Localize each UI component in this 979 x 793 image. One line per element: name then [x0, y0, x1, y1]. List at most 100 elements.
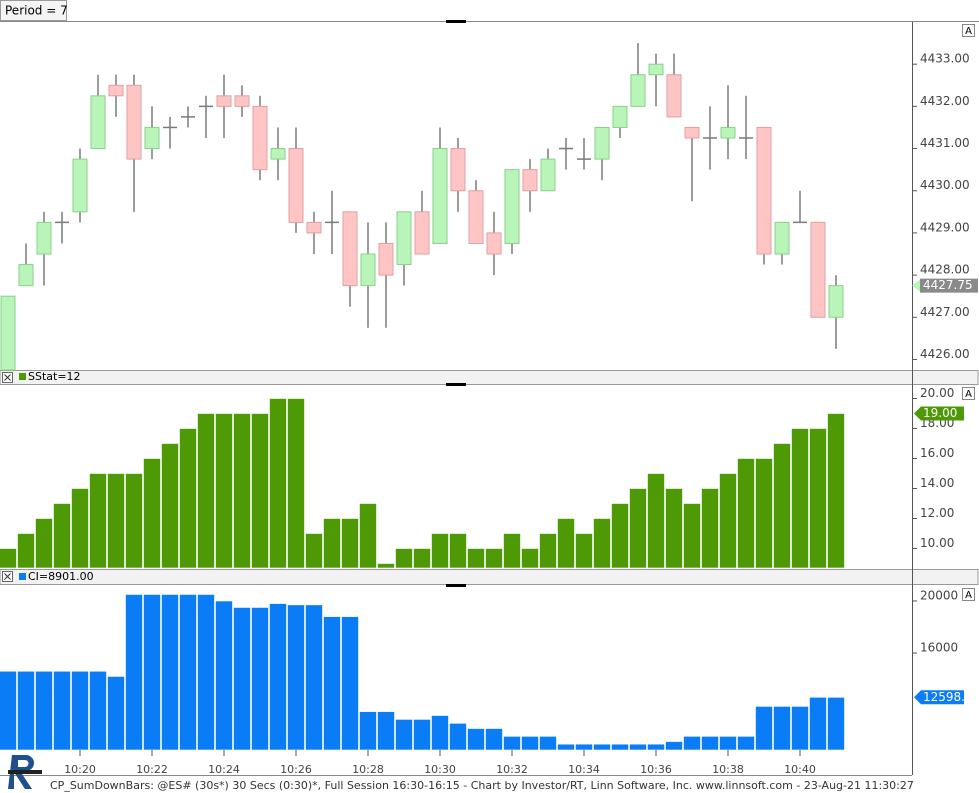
bar [269, 398, 287, 569]
period-label[interactable]: Period = 7 [5, 4, 68, 18]
y-tick-label: 10.00 [920, 536, 954, 550]
candle-body [666, 74, 682, 118]
bar [0, 548, 17, 569]
pane-header [0, 370, 979, 386]
candle-body [468, 190, 484, 244]
bar [35, 670, 53, 751]
bar [305, 533, 323, 569]
bar [503, 736, 521, 751]
bar [125, 473, 143, 569]
bar [791, 428, 809, 569]
x-tick-label: 10:34 [568, 763, 600, 776]
bar [233, 413, 251, 569]
bar [395, 548, 413, 569]
candle-body [774, 221, 790, 255]
bar [413, 719, 431, 751]
period-button[interactable] [0, 0, 67, 21]
bar [287, 398, 305, 569]
bar [539, 533, 557, 569]
bar [647, 743, 665, 751]
bar [521, 736, 539, 751]
candle-body [360, 253, 376, 287]
candle-body [540, 158, 556, 192]
scale-button-label: A [965, 389, 972, 400]
bar [251, 413, 269, 569]
bar [179, 594, 197, 751]
y-tick-label: 4426.00 [920, 347, 970, 361]
bar [305, 604, 323, 751]
y-tick-label: 4432.00 [920, 94, 970, 108]
bar [53, 670, 71, 751]
scale-button-label: A [965, 26, 972, 37]
scale-button[interactable] [962, 24, 975, 37]
candle-body [342, 211, 358, 287]
bar [269, 603, 287, 751]
x-tick-label: 10:24 [208, 763, 240, 776]
bar [557, 518, 575, 569]
candle-body [288, 148, 304, 223]
bar [431, 715, 449, 751]
resize-handle[interactable] [446, 20, 466, 23]
candle-body [828, 285, 844, 318]
x-tick-label: 10:28 [352, 763, 384, 776]
y-tick-label: 4430.00 [920, 178, 970, 192]
x-tick-label: 10:26 [280, 763, 312, 776]
bar [593, 743, 611, 751]
candle-body [432, 148, 448, 244]
candle-body [18, 264, 34, 287]
bar [593, 518, 611, 569]
bar [665, 741, 683, 751]
last-value-tag [920, 278, 978, 293]
bar [17, 670, 35, 751]
candle-body [756, 126, 772, 255]
bar [575, 743, 593, 751]
bar [467, 728, 485, 751]
candle-body [144, 126, 160, 150]
bar [701, 488, 719, 569]
scale-button[interactable] [962, 588, 975, 601]
y-tick-label: 4427.00 [920, 305, 970, 319]
bar [341, 616, 359, 751]
bar [827, 413, 845, 569]
candle-body [0, 295, 16, 371]
bar [629, 743, 647, 751]
candle-body [450, 148, 466, 192]
bar [215, 600, 233, 751]
x-tick-label: 10:32 [496, 763, 528, 776]
scale-button[interactable] [962, 387, 975, 400]
bar [197, 594, 215, 751]
bar [449, 723, 467, 751]
bar [575, 533, 593, 569]
bar [791, 706, 809, 751]
bar [683, 503, 701, 569]
bar [233, 607, 251, 751]
bar [467, 548, 485, 569]
bar [737, 736, 755, 751]
bar [53, 503, 71, 569]
bar [755, 458, 773, 569]
bar [215, 413, 233, 569]
bar [179, 428, 197, 569]
candle-body [504, 169, 520, 244]
bar [557, 743, 575, 751]
candle-body [306, 221, 322, 234]
candle-body [810, 221, 826, 318]
y-tick-label: 20000 [920, 588, 958, 602]
bar [773, 443, 791, 569]
y-tick-label: 4431.00 [920, 136, 970, 150]
bar [701, 736, 719, 751]
bar [611, 503, 629, 569]
candle-body [90, 95, 106, 150]
bar [161, 443, 179, 569]
bar [719, 473, 737, 569]
bar [629, 488, 647, 569]
bar [683, 736, 701, 751]
bar [665, 488, 683, 569]
candle-body [270, 148, 286, 160]
candle-body [684, 126, 700, 139]
bar [647, 473, 665, 569]
y-tick-label: 4429.00 [920, 220, 970, 234]
candle-body [648, 63, 664, 76]
bar [827, 697, 845, 751]
